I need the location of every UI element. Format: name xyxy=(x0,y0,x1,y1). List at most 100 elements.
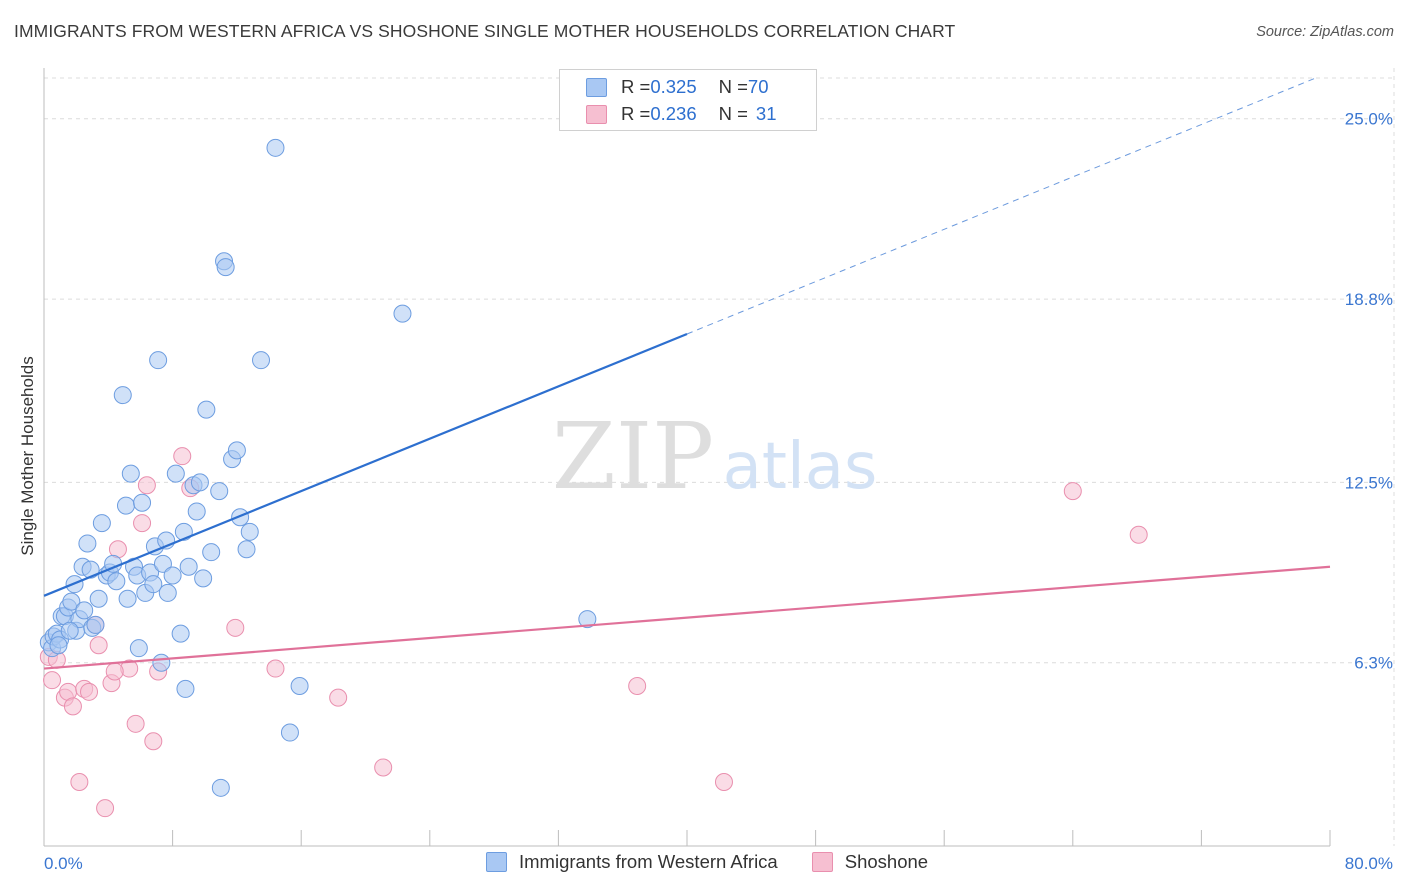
western-africa-point xyxy=(92,514,111,533)
shoshone-point xyxy=(226,618,245,637)
shoshone-point xyxy=(144,732,163,751)
western-africa-point xyxy=(211,778,230,797)
shoshone-point xyxy=(173,447,192,466)
western-africa-point xyxy=(133,493,152,512)
chart-title: IMMIGRANTS FROM WESTERN AFRICA VS SHOSHO… xyxy=(14,21,956,41)
series-swatch-blue xyxy=(486,852,507,872)
watermark-zip: ZIP xyxy=(552,403,714,510)
shoshone-trend-line xyxy=(43,565,1331,670)
western-africa-point xyxy=(81,560,100,579)
shoshone-point xyxy=(714,773,733,791)
western-africa-point xyxy=(179,557,198,576)
western-africa-point xyxy=(202,543,221,562)
shoshone-point xyxy=(628,677,647,695)
western-africa-point xyxy=(89,589,108,608)
legend-swatch-blue xyxy=(586,77,607,97)
western-africa-point xyxy=(280,723,299,742)
shoshone-point xyxy=(70,773,89,791)
legend-n-value: 31 xyxy=(755,103,777,124)
x-tick-label-max: 80.0% xyxy=(1345,854,1393,873)
source-credit: Source: ZipAtlas.com xyxy=(1256,24,1394,40)
zipatlas-watermark: ZIP atlas xyxy=(552,403,877,510)
western-africa-point xyxy=(153,554,172,573)
western-africa-point xyxy=(393,304,412,323)
shoshone-point xyxy=(266,659,285,678)
series-legend-western-africa[interactable]: Immigrants from Western Africa xyxy=(486,851,778,873)
western-africa-point xyxy=(578,610,597,629)
western-africa-trend-line xyxy=(43,332,688,597)
shoshone-point xyxy=(63,697,82,716)
western-africa-point xyxy=(158,583,177,602)
legend-r-value: 0.325 xyxy=(650,76,697,97)
western-africa-point xyxy=(118,589,137,608)
western-africa-point xyxy=(75,601,94,620)
western-africa-point xyxy=(163,566,182,585)
western-africa-point xyxy=(266,138,285,157)
western-africa-point xyxy=(194,569,213,588)
shoshone-point xyxy=(137,476,156,495)
western-africa-point xyxy=(60,621,79,640)
western-africa-point xyxy=(231,508,250,527)
western-africa-point xyxy=(144,575,163,594)
shoshone-point xyxy=(1063,482,1082,501)
western-africa-point xyxy=(121,464,140,483)
western-africa-point xyxy=(210,482,229,501)
series-legend-shoshone[interactable]: Shoshone xyxy=(811,851,929,873)
y-tick-label: 25.0% xyxy=(1345,110,1393,129)
tick-labels: 6.3% 12.5% 18.8% 25.0% 0.0% 80.0% xyxy=(44,110,1393,873)
western-africa-point xyxy=(113,386,132,405)
legend-r-value: 0.236 xyxy=(650,103,697,124)
axes xyxy=(43,68,1331,847)
western-africa-point xyxy=(149,351,168,370)
y-tick-label: 12.5% xyxy=(1345,473,1393,492)
series-label-shoshone: Shoshone xyxy=(844,851,929,872)
legend-n-label: N = xyxy=(718,103,748,124)
western-africa-point xyxy=(86,615,105,634)
shoshone-point xyxy=(329,688,348,707)
shoshone-point xyxy=(80,682,99,701)
western-africa-point xyxy=(197,400,216,419)
shoshone-point xyxy=(126,714,145,733)
grid-lines xyxy=(44,68,1395,846)
western-africa-point xyxy=(78,534,97,553)
series-label-western-africa: Immigrants from Western Africa xyxy=(519,851,778,872)
western-africa-point xyxy=(252,351,271,370)
correlation-legend: R = 0.325 N = 70 R = 0.236 N = 31 xyxy=(559,69,817,131)
trend-lines xyxy=(43,77,1331,670)
shoshone-point xyxy=(374,758,393,777)
legend-swatch-pink xyxy=(586,104,607,124)
western-africa-point xyxy=(187,502,206,521)
shoshone-point xyxy=(105,662,124,681)
western-africa-point xyxy=(290,677,309,695)
western-africa-point xyxy=(49,636,68,655)
western-africa-point xyxy=(166,464,185,483)
shoshone-point xyxy=(133,514,152,533)
western-africa-trend-extension xyxy=(686,77,1316,335)
watermark-atlas: atlas xyxy=(723,430,878,504)
western-africa-point xyxy=(62,592,81,611)
western-africa-point xyxy=(152,653,171,672)
y-tick-label: 18.8% xyxy=(1345,290,1393,309)
legend-r-label: R = xyxy=(621,103,651,124)
western-africa-point xyxy=(216,258,235,277)
legend-r-label: R = xyxy=(621,76,651,97)
legend-n-value: 70 xyxy=(747,76,769,97)
series-legend: Immigrants from Western Africa Shoshone xyxy=(486,851,962,873)
shoshone-point xyxy=(43,671,62,690)
shoshone-point xyxy=(89,636,108,655)
western-africa-point xyxy=(190,473,209,492)
series-swatch-pink xyxy=(811,852,833,872)
western-africa-point xyxy=(237,540,256,559)
x-tick-label-min: 0.0% xyxy=(44,854,83,873)
western-africa-point xyxy=(129,639,148,658)
legend-n-label: N = xyxy=(718,76,748,97)
western-africa-point xyxy=(171,624,190,643)
legend-row-shoshone: R = 0.236 N = 31 xyxy=(586,102,777,126)
western-africa-point xyxy=(227,441,246,460)
western-africa-point xyxy=(116,496,135,515)
western-africa-point xyxy=(107,572,126,591)
shoshone-point xyxy=(96,799,115,818)
shoshone-point xyxy=(1129,525,1148,544)
western-africa-point xyxy=(240,522,259,541)
